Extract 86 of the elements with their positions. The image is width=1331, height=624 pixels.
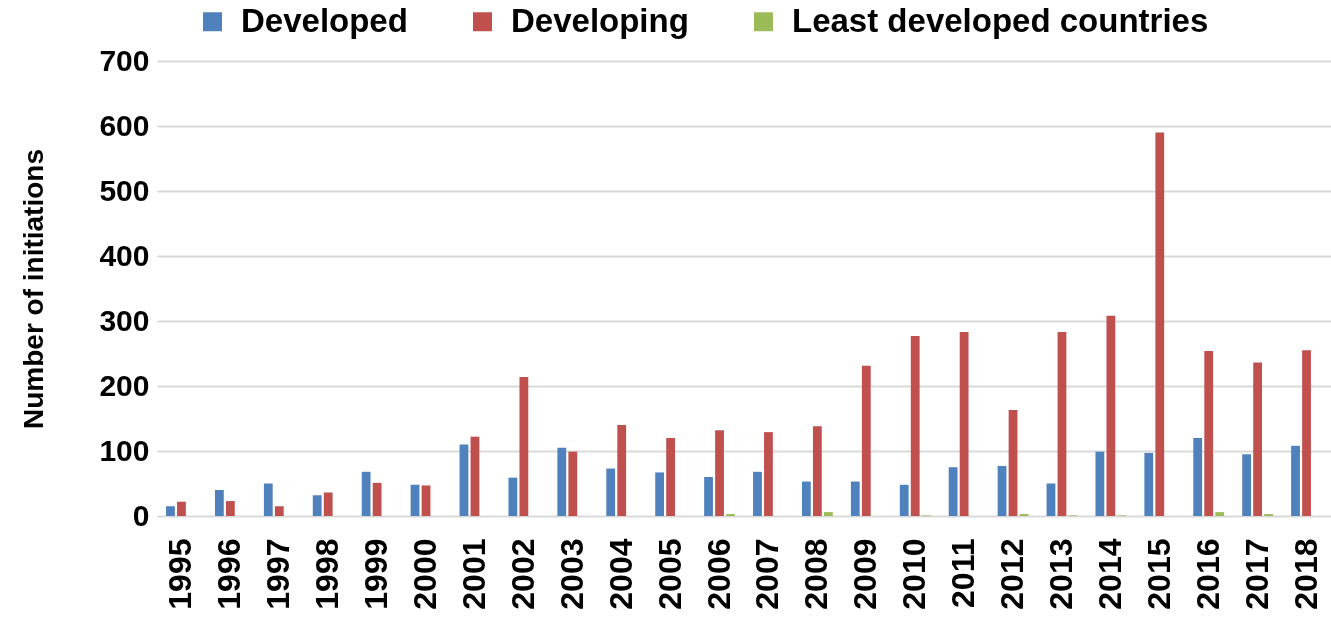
bar	[372, 482, 382, 516]
x-tick-label: 2004	[602, 538, 639, 610]
y-tick-label: 700	[99, 43, 150, 77]
bar	[274, 506, 284, 516]
x-tick-label: 2011	[945, 538, 982, 608]
x-tick-label: 1997	[260, 538, 297, 610]
legend-label: Developing	[511, 1, 689, 39]
bar	[1057, 332, 1067, 516]
x-tick-label: 2015	[1140, 538, 1177, 610]
y-tick-label: 500	[99, 173, 150, 207]
bar	[715, 430, 724, 516]
y-tick-label: 400	[99, 238, 150, 272]
bar	[606, 468, 616, 516]
bar	[1302, 350, 1311, 516]
bar	[823, 512, 833, 516]
x-tick-label: 1999	[358, 538, 395, 610]
bar	[1193, 438, 1203, 516]
x-tick-label: 2003	[553, 538, 590, 610]
x-tick-label: 2000	[407, 538, 444, 610]
bar	[1008, 410, 1018, 516]
bar	[1215, 512, 1225, 516]
bar	[1046, 483, 1056, 516]
x-tick-label: 2009	[847, 538, 884, 610]
x-tick-label: 2014	[1091, 538, 1128, 610]
y-tick-label: 300	[99, 303, 150, 337]
x-tick-label: 1996	[211, 538, 248, 610]
bar	[948, 467, 958, 516]
y-axis-title: Number of initiations	[18, 149, 50, 429]
bar	[177, 501, 186, 516]
bar	[1155, 132, 1165, 516]
x-tick-label: 2012	[994, 538, 1031, 610]
bar	[508, 477, 518, 516]
bar	[959, 332, 969, 516]
x-tick-label: 2008	[798, 538, 835, 610]
x-tick-label: 2017	[1238, 538, 1275, 610]
legend-label: Developed	[241, 1, 408, 39]
bar	[557, 447, 567, 516]
bar	[655, 472, 665, 516]
bar	[410, 484, 420, 516]
bar	[312, 495, 322, 516]
y-tick-label: 200	[99, 368, 150, 402]
bar	[1242, 454, 1252, 516]
bar	[910, 335, 920, 516]
bar	[1144, 452, 1154, 516]
bar	[225, 501, 235, 516]
bar	[361, 471, 371, 516]
x-tick-label: 2018	[1287, 538, 1324, 610]
x-tick-label: 2010	[896, 538, 933, 610]
x-tick-label: 2007	[749, 538, 786, 610]
bar	[617, 425, 627, 516]
y-tick-label: 0	[132, 498, 150, 532]
bar	[666, 438, 676, 516]
y-tick-label: 600	[99, 108, 150, 142]
bar	[850, 481, 860, 516]
bar	[470, 436, 480, 516]
x-tick-label: 2006	[700, 538, 737, 610]
bar	[166, 506, 175, 516]
bar	[812, 426, 822, 516]
x-tick-label: 2005	[651, 538, 688, 610]
bar	[764, 432, 773, 516]
bar	[263, 483, 273, 516]
bar	[323, 492, 333, 516]
legend-label: Least developed countries	[792, 1, 1209, 39]
bar	[861, 365, 871, 516]
x-tick-label: 1998	[309, 538, 346, 610]
x-tick-label: 1995	[162, 538, 199, 610]
bar	[1095, 451, 1105, 516]
bar	[753, 471, 762, 516]
bar	[1291, 445, 1300, 516]
x-tick-label: 2001	[455, 538, 492, 610]
bar	[568, 451, 578, 516]
bar	[214, 490, 224, 516]
bar	[997, 465, 1007, 516]
bar	[459, 444, 469, 516]
bar	[519, 376, 529, 516]
bar	[1204, 350, 1214, 516]
bar	[801, 481, 811, 516]
bar	[1106, 315, 1116, 516]
x-tick-label: 2013	[1042, 538, 1079, 610]
bar	[899, 484, 909, 516]
y-tick-label: 100	[99, 433, 150, 467]
bar	[704, 477, 713, 516]
x-tick-label: 2016	[1189, 538, 1226, 610]
bar	[421, 485, 431, 516]
x-tick-label: 2002	[504, 538, 541, 610]
bar	[1253, 362, 1263, 516]
